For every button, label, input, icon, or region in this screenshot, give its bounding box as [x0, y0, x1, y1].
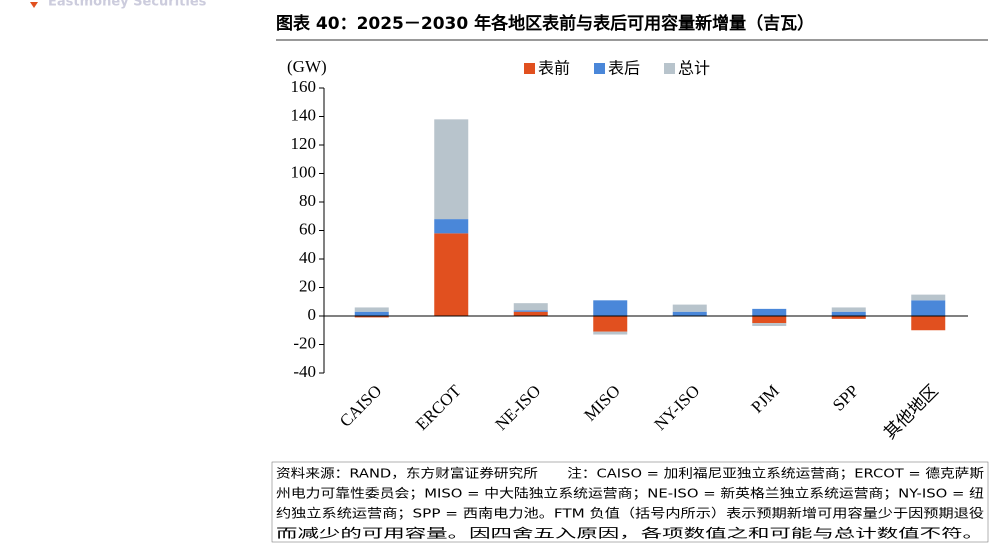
bar: [752, 316, 787, 324]
bar: [831, 316, 866, 319]
bar: [911, 316, 946, 331]
brand-icon: [30, 2, 38, 8]
bar: [354, 316, 389, 318]
bar: [831, 311, 866, 316]
bar: [434, 119, 469, 220]
bar: [911, 300, 946, 316]
x-tick-label: NE-ISO: [492, 381, 545, 434]
notes-box: [271, 461, 989, 543]
bar: [434, 219, 469, 234]
bar: [593, 316, 628, 332]
note-line: 资料来源：RAND，东方财富证券研究所 注：CAISO = 加利福尼亚独立系统运…: [276, 466, 984, 481]
brand: Eastmoney Securities: [48, 0, 207, 10]
x-tick-label: PJM: [747, 381, 782, 416]
x-tick-label: SPP: [829, 381, 862, 414]
chart-title: 图表 40：2025－2030 年各地区表前与表后可用容量新增量（吉瓦）: [276, 13, 814, 34]
y-tick-label: 100: [291, 162, 317, 181]
bar: [354, 311, 389, 316]
x-tick-label: CAISO: [336, 381, 386, 431]
y-tick-label: 0: [308, 305, 317, 324]
y-tick-label: 20: [299, 276, 316, 295]
legend-label: 表后: [608, 59, 640, 78]
bar: [752, 323, 787, 326]
bar: [831, 307, 866, 312]
bar: [672, 304, 707, 312]
note-line: 州电力可靠性委员会；MISO = 中大陆独立系统运营商；NE-ISO = 新英格…: [276, 486, 984, 501]
bar: [672, 311, 707, 316]
x-tick-label: MISO: [580, 381, 623, 424]
y-tick-label: -20: [293, 333, 316, 352]
y-tick-label: 40: [299, 248, 316, 267]
bar: [513, 311, 548, 316]
y-tick-label: -40: [293, 362, 316, 381]
y-tick-label: 120: [291, 134, 317, 153]
legend-swatch: [664, 63, 675, 74]
legend-label: 总计: [678, 59, 710, 78]
y-tick-label: 60: [299, 219, 316, 238]
y-tick-label: 140: [291, 105, 317, 124]
bar: [593, 331, 628, 335]
bar: [911, 294, 946, 301]
bar: [354, 307, 389, 312]
note-line: 约独立系统运营商；SPP = 西南电力池。FTM 负值（括号内所示）表示预期新增…: [276, 506, 984, 521]
y-tick-label: 80: [299, 191, 316, 210]
bar: [752, 308, 787, 316]
x-tick-label: 其他地区: [880, 381, 942, 443]
y-tick-label: 160: [291, 77, 317, 96]
bar: [434, 233, 469, 316]
y-axis-label: (GW): [287, 57, 327, 76]
legend-swatch: [594, 63, 605, 74]
bar: [593, 300, 628, 316]
legend-label: 表前: [538, 59, 570, 78]
bar: [513, 310, 548, 312]
bar: [513, 303, 548, 311]
x-tick-label: ERCOT: [412, 381, 465, 434]
legend-swatch: [524, 63, 535, 74]
note-line: 而减少的可用容量。因四舍五入原因，各项数值之和可能与总计数值不符。: [276, 526, 984, 541]
x-tick-label: NY-ISO: [650, 381, 703, 434]
